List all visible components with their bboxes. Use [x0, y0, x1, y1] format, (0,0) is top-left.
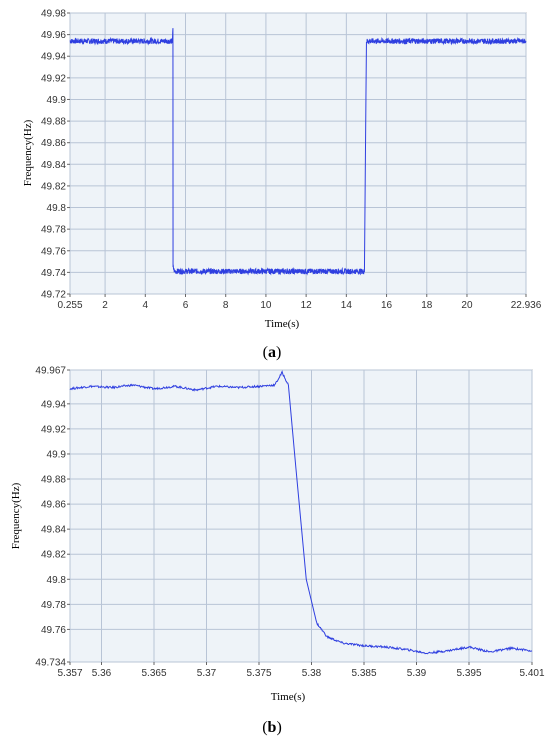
x-tick-label: 5.357 [57, 668, 82, 679]
panel-caption-letter: b [268, 719, 277, 736]
y-tick-label: 49.78 [41, 225, 66, 236]
y-axis-label: Frequency(Hz) [10, 482, 22, 549]
x-tick-label: 16 [381, 300, 393, 311]
frequency-series-line [69, 28, 527, 276]
x-axis-label: Time(s) [271, 691, 306, 703]
x-tick-label: 5.37 [197, 668, 217, 679]
grid [69, 369, 533, 663]
x-tick-label: 6 [183, 300, 189, 311]
y-tick-label: 49.94 [41, 52, 66, 63]
y-tick-label: 49.86 [41, 500, 66, 511]
y-tick-label: 49.82 [41, 181, 66, 192]
y-tick-label: 49.92 [41, 73, 66, 84]
x-tick-label: 22.936 [511, 300, 542, 311]
y-tick-label: 49.96 [41, 30, 66, 41]
x-tick-label: 4 [143, 300, 149, 311]
x-tick-label: 12 [301, 300, 313, 311]
x-tick-label: 5.39 [407, 668, 427, 679]
x-tick-label: 5.385 [351, 668, 376, 679]
x-tick-label: 5.401 [519, 668, 544, 679]
x-tick-label: 5.38 [302, 668, 322, 679]
plot-area [69, 369, 533, 663]
panel-caption: (a) [263, 344, 282, 361]
y-tick-label: 49.84 [41, 525, 66, 536]
x-tick-label: 10 [260, 300, 272, 311]
x-tick-label: 20 [461, 300, 473, 311]
y-tick-label: 49.98 [41, 9, 66, 20]
series-group [69, 370, 533, 655]
y-tick-label: 49.92 [41, 424, 66, 435]
y-tick-label: 49.9 [47, 95, 67, 106]
x-axis-ticks: 5.357 5.36 5.365 5.37 5.375 5.38 5.385 5.39 5.39… [57, 662, 545, 679]
y-tick-label: 49.94 [41, 399, 66, 410]
plot-area [69, 12, 527, 295]
y-axis-ticks: 49.72 49.74 49.76 49.78 49.8 49.82 49.84 49.86 4… [41, 9, 70, 301]
x-tick-label: 2 [102, 300, 108, 311]
y-tick-label: 49.9 [47, 449, 67, 460]
panel-caption: (b) [262, 719, 282, 736]
y-tick-label: 49.84 [41, 160, 66, 171]
chart-panel-b: 49.734 49.76 49.78 49.8 49.82 49.84 49.86 49.88… [10, 366, 545, 737]
y-axis-label: Frequency(Hz) [22, 119, 34, 186]
x-tick-label: 8 [223, 300, 229, 311]
y-tick-label: 49.76 [41, 625, 66, 636]
x-tick-label: 5.375 [246, 668, 271, 679]
y-axis-ticks: 49.734 49.76 49.78 49.8 49.82 49.84 49.86 49.88… [35, 366, 70, 669]
y-tick-label: 49.8 [47, 575, 67, 586]
x-tick-label: 5.36 [92, 668, 112, 679]
frequency-series-line [69, 370, 533, 655]
x-axis-ticks: 0.255 2 4 6 8 10 12 14 16 18 20 22.936 [57, 294, 542, 311]
y-tick-label: 49.74 [41, 268, 66, 279]
chart-panel-a: 49.72 49.74 49.76 49.78 49.8 49.82 49.84 49.86 4… [22, 9, 542, 362]
x-tick-label: 5.395 [456, 668, 481, 679]
series-group [69, 28, 527, 276]
y-tick-label: 49.72 [41, 290, 66, 301]
y-tick-label: 49.88 [41, 117, 66, 128]
y-tick-label: 49.8 [47, 203, 67, 214]
y-tick-label: 49.82 [41, 550, 66, 561]
y-tick-label: 49.86 [41, 138, 66, 149]
x-tick-label: 18 [421, 300, 433, 311]
x-tick-label: 14 [341, 300, 353, 311]
y-tick-label: 49.88 [41, 475, 66, 486]
x-tick-label: 0.255 [57, 300, 82, 311]
y-tick-label: 49.78 [41, 600, 66, 611]
y-tick-label: 49.734 [35, 658, 66, 669]
y-tick-label: 49.76 [41, 246, 66, 257]
panel-caption-letter: a [268, 344, 276, 361]
y-tick-label: 49.967 [35, 366, 66, 377]
x-tick-label: 5.365 [141, 668, 166, 679]
x-axis-label: Time(s) [265, 318, 300, 330]
